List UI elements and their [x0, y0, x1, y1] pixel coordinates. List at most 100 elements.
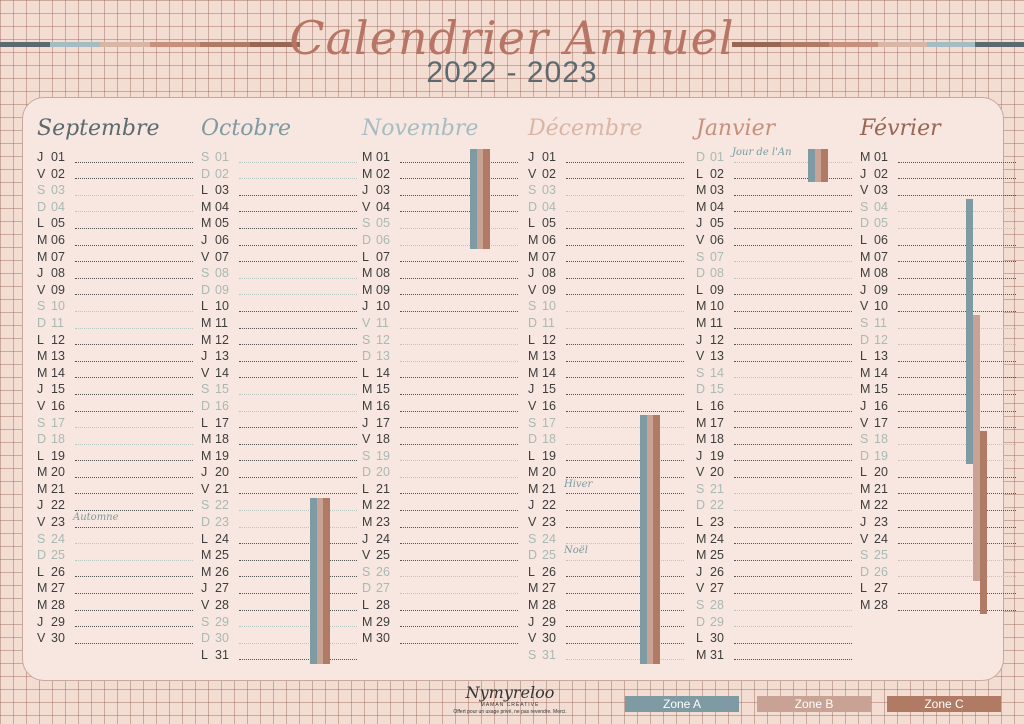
day-row[interactable]: M 11 [692, 315, 852, 332]
day-row[interactable]: J 03 [358, 182, 518, 199]
day-row[interactable]: V 25 [358, 547, 518, 564]
day-row[interactable]: D 23 [197, 514, 357, 531]
day-row[interactable]: V 02 [33, 166, 193, 183]
day-row[interactable]: D 04 [524, 199, 684, 216]
day-row[interactable]: V 02 [524, 166, 684, 183]
day-row[interactable]: L 27 [856, 580, 1016, 597]
day-row[interactable]: M 01 [856, 149, 1016, 166]
day-row[interactable]: L 16 [692, 398, 852, 415]
day-row[interactable]: M 01 [358, 149, 518, 166]
day-row[interactable]: J 16 [856, 398, 1016, 415]
day-row[interactable]: S 10 [33, 298, 193, 315]
day-row[interactable]: D 11 [524, 315, 684, 332]
day-row[interactable]: D 22 [692, 497, 852, 514]
day-row[interactable]: J 22 [33, 497, 193, 514]
day-row[interactable]: J 17 [358, 415, 518, 432]
day-row[interactable]: V 16 [33, 398, 193, 415]
day-row[interactable]: M 04 [692, 199, 852, 216]
day-row[interactable]: S 07 [692, 249, 852, 266]
day-row[interactable]: V 09 [524, 282, 684, 299]
day-row[interactable]: V 20 [692, 464, 852, 481]
day-row[interactable]: M 18 [197, 431, 357, 448]
day-row[interactable]: L 09 [692, 282, 852, 299]
day-row[interactable]: L 02 [692, 166, 852, 183]
day-row[interactable]: M 25 [692, 547, 852, 564]
day-row[interactable]: D 30 [197, 630, 357, 647]
day-row[interactable]: J 15 [33, 381, 193, 398]
day-row[interactable]: M 27 [33, 580, 193, 597]
day-row[interactable]: M 20 [33, 464, 193, 481]
day-row[interactable]: M 29 [358, 614, 518, 631]
day-row[interactable]: S 05 [358, 215, 518, 232]
day-row[interactable]: M 09 [358, 282, 518, 299]
day-row[interactable]: V 14 [197, 365, 357, 382]
day-row[interactable]: S 19 [358, 448, 518, 465]
day-row[interactable]: L 17 [197, 415, 357, 432]
day-row[interactable]: M 21 [856, 481, 1016, 498]
day-row[interactable]: D 19 [856, 448, 1016, 465]
day-row[interactable]: V 11 [358, 315, 518, 332]
day-row[interactable]: L 28 [358, 597, 518, 614]
day-row[interactable]: D 08 [692, 265, 852, 282]
day-row[interactable]: D 01 Jour de l'An [692, 147, 852, 166]
day-row[interactable]: J 22 [524, 497, 684, 514]
day-row[interactable]: M 15 [358, 381, 518, 398]
day-row[interactable]: L 21 [358, 481, 518, 498]
day-row[interactable]: M 14 [524, 365, 684, 382]
day-row[interactable]: L 26 [524, 564, 684, 581]
day-row[interactable]: S 24 [33, 531, 193, 548]
day-row[interactable]: M 03 [692, 182, 852, 199]
day-row[interactable]: M 31 [692, 647, 852, 664]
day-row[interactable]: M 10 [692, 298, 852, 315]
day-row[interactable]: M 08 [358, 265, 518, 282]
day-row[interactable]: V 16 [524, 398, 684, 415]
day-row[interactable]: V 09 [33, 282, 193, 299]
day-row[interactable]: L 24 [197, 531, 357, 548]
day-row[interactable]: L 07 [358, 249, 518, 266]
day-row[interactable]: L 19 [524, 448, 684, 465]
day-row[interactable]: V 27 [692, 580, 852, 597]
day-row[interactable]: M 07 [524, 249, 684, 266]
day-row[interactable]: D 06 [358, 232, 518, 249]
day-row[interactable]: M 12 [197, 332, 357, 349]
day-row[interactable]: J 15 [524, 381, 684, 398]
day-row[interactable]: D 15 [692, 381, 852, 398]
day-row[interactable]: S 03 [33, 182, 193, 199]
day-row[interactable]: M 21 Hiver [524, 479, 684, 498]
day-row[interactable]: S 26 [358, 564, 518, 581]
day-row[interactable]: M 04 [197, 199, 357, 216]
day-row[interactable]: J 01 [524, 149, 684, 166]
day-row[interactable]: S 22 [197, 497, 357, 514]
day-row[interactable]: V 03 [856, 182, 1016, 199]
day-row[interactable]: M 19 [197, 448, 357, 465]
day-row[interactable]: V 04 [358, 199, 518, 216]
day-row[interactable]: L 19 [33, 448, 193, 465]
day-row[interactable]: L 20 [856, 464, 1016, 481]
day-row[interactable]: S 17 [33, 415, 193, 432]
day-row[interactable]: M 05 [197, 215, 357, 232]
day-row[interactable]: J 13 [197, 348, 357, 365]
day-row[interactable]: D 25 Noël [524, 545, 684, 564]
day-row[interactable]: D 25 [33, 547, 193, 564]
day-row[interactable]: D 11 [33, 315, 193, 332]
day-row[interactable]: M 23 [358, 514, 518, 531]
day-row[interactable]: V 10 [856, 298, 1016, 315]
day-row[interactable]: M 14 [856, 365, 1016, 382]
day-row[interactable]: M 22 [856, 497, 1016, 514]
day-row[interactable]: L 05 [33, 215, 193, 232]
day-row[interactable]: J 10 [358, 298, 518, 315]
day-row[interactable]: V 23 [524, 514, 684, 531]
day-row[interactable]: L 12 [33, 332, 193, 349]
day-row[interactable]: J 08 [33, 265, 193, 282]
day-row[interactable]: M 17 [692, 415, 852, 432]
day-row[interactable]: J 29 [524, 614, 684, 631]
day-row[interactable]: J 19 [692, 448, 852, 465]
day-row[interactable]: M 26 [197, 564, 357, 581]
day-row[interactable]: D 12 [856, 332, 1016, 349]
day-row[interactable]: M 30 [358, 630, 518, 647]
day-row[interactable]: V 07 [197, 249, 357, 266]
day-row[interactable]: L 30 [692, 630, 852, 647]
day-row[interactable]: D 26 [856, 564, 1016, 581]
day-row[interactable]: M 18 [692, 431, 852, 448]
day-row[interactable]: M 25 [197, 547, 357, 564]
